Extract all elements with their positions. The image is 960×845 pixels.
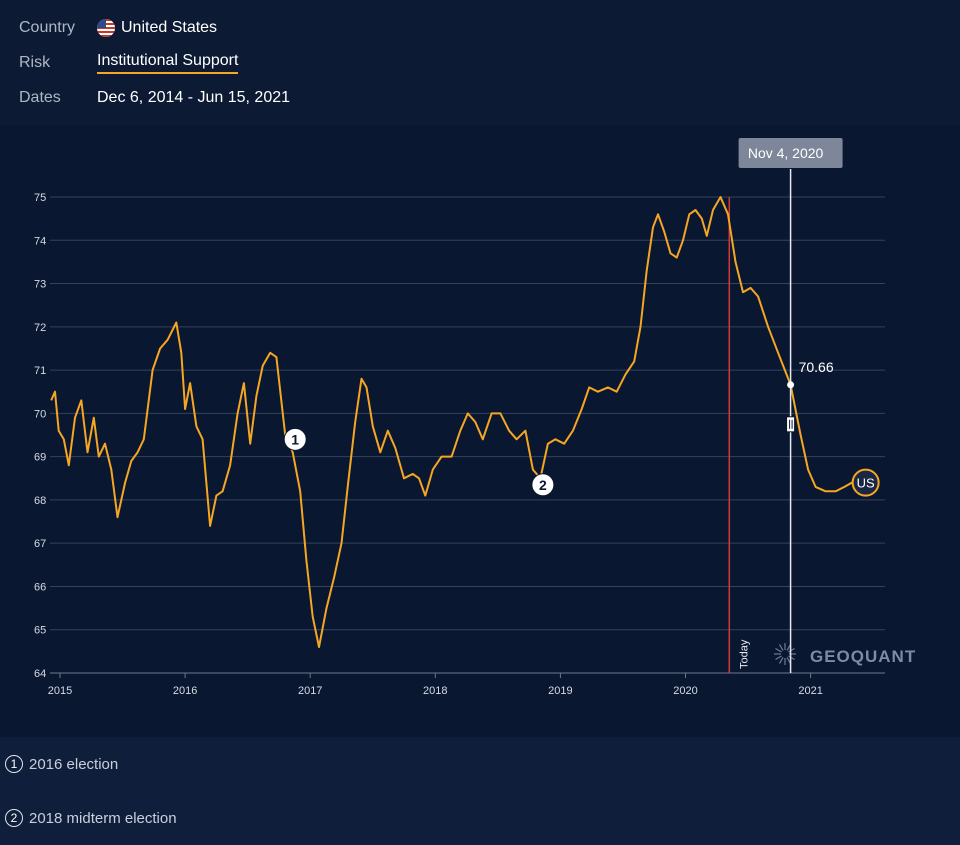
risk-label: Risk (19, 54, 51, 71)
annotation-marker-2[interactable] (531, 473, 555, 497)
legend-text-2: 2018 midterm election (29, 809, 177, 827)
y-tick-label-75: 75 (34, 192, 46, 204)
x-tick-label-2019: 2019 (548, 685, 572, 697)
annotation-marker-1[interactable] (283, 427, 307, 451)
legend-item-1: 1 2016 election (5, 755, 118, 773)
date-tooltip-box (738, 138, 843, 168)
line-chart[interactable]: 64 65 66 67 68 69 70 71 72 73 74 75 2015 2016 2017 2018… (0, 125, 960, 737)
x-tick-label-2017: 2017 (298, 685, 322, 697)
legend-text-1: 2016 election (29, 755, 119, 773)
dates-row: Dates Dec 6, 2014 - Jun 15, 2021 (19, 86, 290, 110)
filter-header: Country United States Risk Institutional… (0, 0, 960, 125)
geoquant-logo-icon-ray (788, 655, 795, 661)
geoquant-logo-icon-ray (778, 644, 784, 651)
series-end-marker[interactable] (851, 468, 880, 497)
x-tick-label-2021: 2021 (798, 685, 822, 697)
dates-value[interactable]: Dec 6, 2014 - Jun 15, 2021 (97, 89, 291, 106)
geoquant-logo-icon-ray (788, 647, 795, 653)
y-tick-label-70: 70 (34, 408, 46, 420)
risk-row: Risk Institutional Support (19, 51, 239, 75)
country-label: Country (19, 19, 76, 36)
hover-point (787, 381, 795, 389)
risk-selector[interactable]: Institutional Support (97, 52, 239, 74)
annotation-marker-label-1: 1 (291, 431, 299, 447)
y-tick-label-64: 64 (34, 668, 46, 680)
x-tick-label-2015: 2015 (48, 685, 72, 697)
series-line-us (50, 196, 867, 648)
dates-label: Dates (19, 89, 61, 106)
chart-area[interactable]: 64 65 66 67 68 69 70 71 72 73 74 75 2015 2016 2017 2018… (0, 125, 960, 737)
country-row: Country United States (19, 16, 217, 40)
y-tick-label-72: 72 (34, 322, 46, 334)
y-tick-label-66: 66 (34, 581, 46, 593)
legend-number-1: 1 (5, 755, 23, 773)
cursor-drag-handle[interactable] (786, 416, 796, 433)
legend-number-2: 2 (5, 809, 23, 827)
us-flag-icon (97, 19, 115, 37)
watermark-geoquant: GEOQUANT (810, 647, 916, 666)
y-tick-label-68: 68 (34, 495, 46, 507)
geoquant-logo-icon-ray (775, 655, 782, 661)
geoquant-logo-icon-ray (778, 657, 784, 664)
y-tick-label-69: 69 (34, 452, 46, 464)
today-label: Today (738, 639, 750, 669)
y-tick-label-71: 71 (34, 365, 46, 377)
y-tick-label-65: 65 (34, 625, 46, 637)
legend-item-2: 2 2018 midterm election (5, 809, 177, 827)
annotation-marker-label-2: 2 (539, 477, 547, 493)
y-tick-label-74: 74 (34, 235, 46, 247)
series-end-label: US (857, 476, 875, 491)
y-tick-label-67: 67 (34, 538, 46, 550)
geoquant-logo-icon-ray (775, 647, 782, 653)
x-tick-label-2016: 2016 (173, 685, 197, 697)
country-selector[interactable]: United States (97, 19, 217, 37)
y-tick-label-73: 73 (34, 279, 46, 291)
country-value: United States (121, 19, 218, 36)
date-tooltip-label: Nov 4, 2020 (748, 145, 824, 161)
annotation-legend: 1 2016 election 2 2018 midterm election (0, 737, 960, 845)
x-tick-label-2018: 2018 (423, 685, 447, 697)
x-tick-label-2020: 2020 (673, 685, 697, 697)
hover-value-label: 70.66 (799, 359, 834, 375)
